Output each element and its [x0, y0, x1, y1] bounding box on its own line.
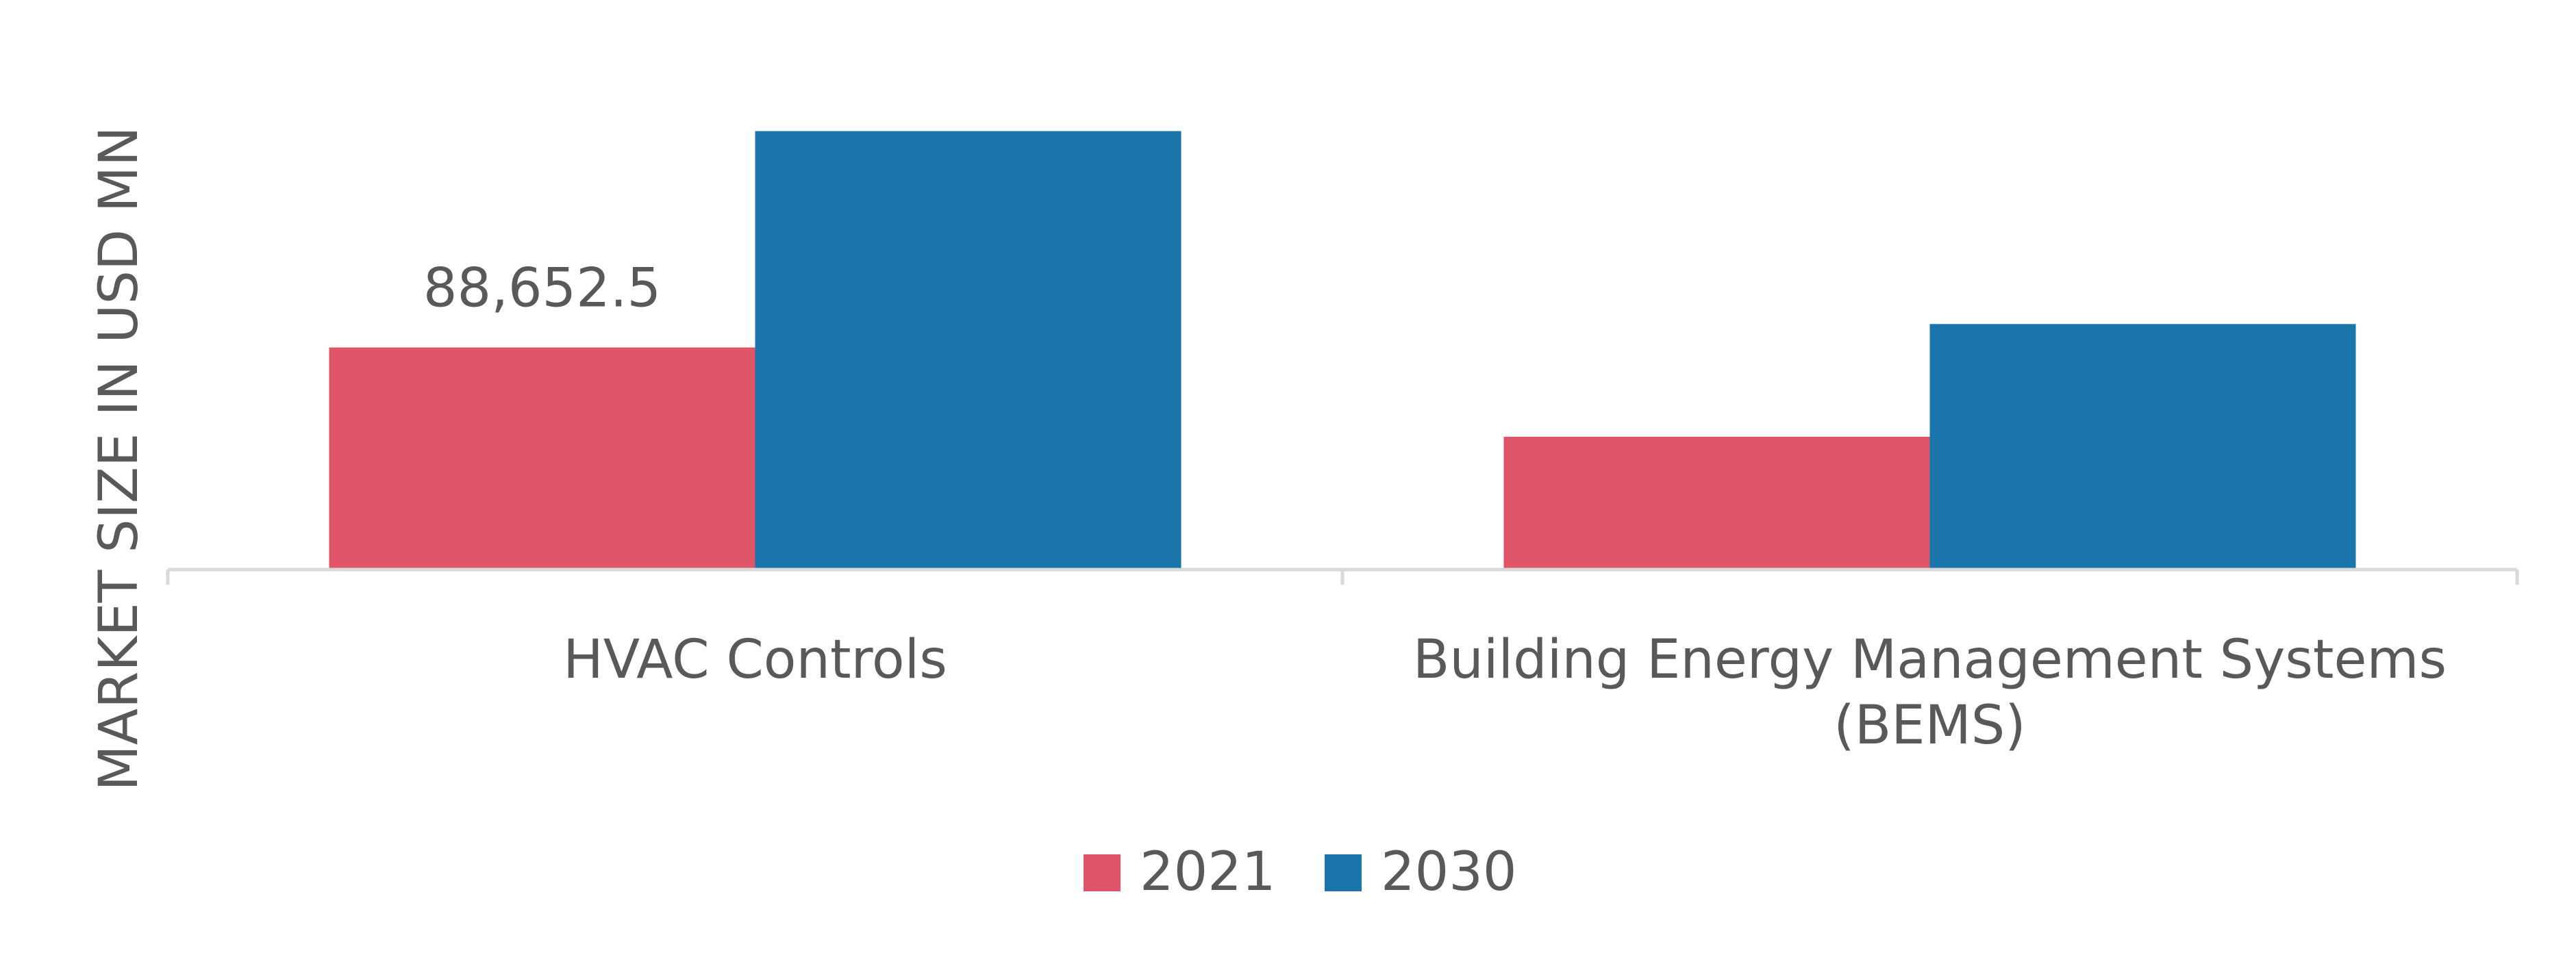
data-labels: 88,652.5 — [423, 258, 661, 320]
y-axis-title: MARKET SIZE IN USD MN — [88, 126, 150, 791]
x-axis-ticks — [166, 570, 2519, 585]
bars-layer — [329, 131, 2356, 570]
bar-2030-2 — [1929, 324, 2356, 570]
category-label: Building Energy Management Systems — [1413, 629, 2447, 691]
bar-2030-1 — [755, 131, 1181, 570]
legend-swatch-2021 — [1084, 854, 1121, 891]
legend: 2021 2030 — [1084, 841, 1517, 903]
category-label: HVAC Controls — [563, 629, 947, 691]
category-labels: HVAC Controls Building Energy Management … — [563, 629, 2447, 756]
legend-label-2021: 2021 — [1140, 841, 1276, 903]
data-label: 88,652.5 — [423, 258, 661, 320]
bar-2021-1 — [329, 347, 755, 570]
legend-label-2030: 2030 — [1381, 841, 1517, 903]
legend-swatch-2030 — [1325, 854, 1362, 891]
category-label: (BEMS) — [1834, 695, 2025, 756]
bar-2021-2 — [1503, 437, 1930, 570]
